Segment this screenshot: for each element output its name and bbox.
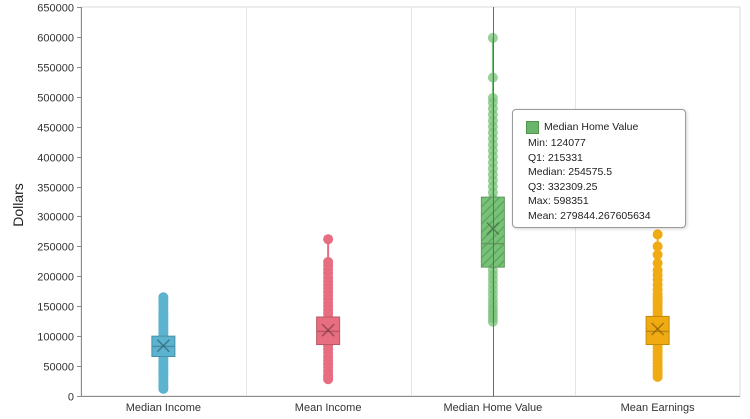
y-tick-label: 500000 [37, 93, 74, 105]
tooltip-min: Min: 124077 [528, 137, 586, 149]
tooltip-q3: Q3: 332309.25 [528, 180, 598, 193]
data-point [652, 229, 663, 240]
y-tick-label: 250000 [37, 242, 74, 254]
y-tick-label: 100000 [37, 332, 74, 344]
y-tick-label: 50000 [43, 362, 74, 374]
data-point [323, 234, 334, 245]
box-mean-income [316, 234, 341, 385]
y-tick-label: 600000 [37, 33, 74, 45]
y-tick-label: 300000 [37, 212, 74, 224]
y-axis-title: Dollars [10, 183, 26, 227]
x-tick-label: Mean Income [295, 402, 362, 414]
x-tick-label: Median Home Value [443, 402, 542, 414]
y-tick-label: 650000 [37, 3, 74, 15]
y-tick-label: 200000 [37, 272, 74, 284]
data-point [652, 258, 663, 269]
boxes [151, 7, 670, 396]
box-iqr [645, 315, 670, 346]
data-point [487, 92, 498, 103]
tooltip-max: Max: 598351 [528, 195, 589, 207]
y-tick-label: 550000 [37, 63, 74, 75]
mean-marker [156, 339, 170, 353]
tooltip-title: Median Home Value [544, 121, 639, 133]
data-point [652, 241, 663, 252]
tooltip-mean: Mean: 279844.267605634 [528, 209, 651, 222]
tooltip-q1: Q1: 215331 [528, 151, 583, 164]
mean-marker [486, 221, 500, 236]
tooltip-header: Median Home Value [526, 120, 677, 134]
y-tick-label: 400000 [37, 153, 74, 165]
mean-marker [321, 323, 335, 337]
y-tick-label: 150000 [37, 302, 74, 314]
axes: 0 50000 100000 150000 200000 250000 300000 3500… [37, 3, 740, 414]
y-tick-label: 450000 [37, 123, 74, 135]
tooltip-swatch-icon [526, 120, 539, 134]
data-point [652, 265, 663, 276]
y-tick-label: 350000 [37, 183, 74, 195]
box-median-home-value [480, 7, 505, 396]
y-tick-label: 0 [68, 392, 74, 404]
data-point [323, 256, 334, 267]
data-point [652, 249, 663, 260]
data-point [487, 32, 498, 43]
data-point [158, 292, 169, 303]
data-point [487, 72, 498, 83]
mean-marker [651, 322, 665, 336]
box-iqr [480, 196, 505, 268]
x-tick-label: Mean Earnings [621, 402, 695, 414]
tooltip: Median Home Value Min: 124077 Q1: 215331… [512, 109, 686, 228]
tooltip-median: Median: 254575.5 [528, 166, 613, 178]
x-tick-label: Median Income [126, 402, 201, 414]
box-median-income [151, 292, 176, 394]
box-mean-earnings [645, 229, 670, 382]
